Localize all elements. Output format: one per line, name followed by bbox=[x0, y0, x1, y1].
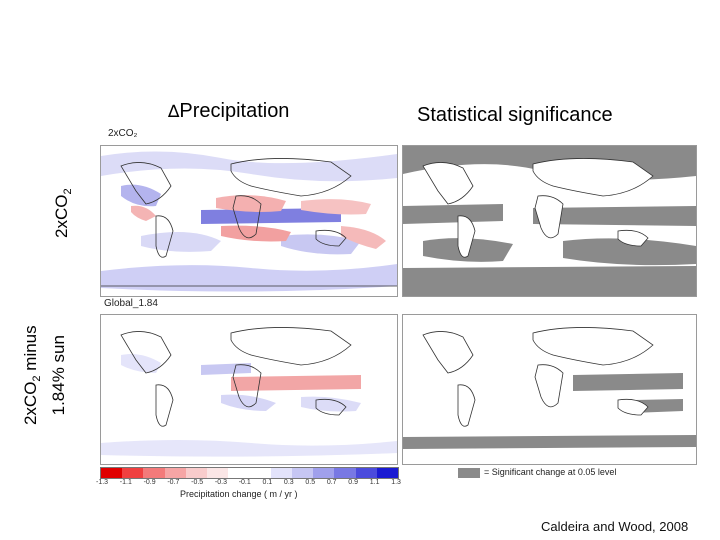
colorbar-tick-label: 1.1 bbox=[369, 479, 380, 486]
panel-label-global: Global_1.84 bbox=[104, 298, 158, 309]
colorbar-tick-label: -0.7 bbox=[167, 479, 180, 486]
colorbar-swatch bbox=[313, 468, 335, 478]
colorbar-swatch bbox=[101, 468, 123, 478]
colorbar-swatch bbox=[334, 468, 356, 478]
colorbar-tick-label: -1.1 bbox=[119, 479, 132, 486]
citation: Caldeira and Wood, 2008 bbox=[541, 519, 689, 534]
colorbar-tick-label: 0.3 bbox=[283, 479, 294, 486]
colorbar-tick-label: 0.9 bbox=[348, 479, 359, 486]
precipitation-title: ∆Precipitation bbox=[168, 100, 290, 122]
delta-symbol: ∆ bbox=[168, 102, 180, 122]
panel-label-2xco2: 2xCO₂ bbox=[108, 128, 138, 139]
colorbar-tick-label: -0.3 bbox=[214, 479, 227, 486]
colorbar-tick-label: 0.1 bbox=[262, 479, 273, 486]
row-label-2xco2-minus-sun: 2xCO2 minus 1.84% sun bbox=[20, 325, 69, 426]
colorbar-swatch bbox=[228, 468, 250, 478]
colorbar-tick-label: 1.3 bbox=[391, 479, 401, 486]
map-precip-global bbox=[100, 314, 398, 465]
map-precip-2xco2 bbox=[100, 145, 398, 297]
colorbar-tick-label: -0.1 bbox=[238, 479, 251, 486]
colorbar-swatch bbox=[355, 468, 377, 478]
colorbar-label: Precipitation change ( m / yr ) bbox=[180, 489, 298, 499]
significance-title: Statistical significance bbox=[417, 104, 613, 126]
significance-key-label: = Significant change at 0.05 level bbox=[484, 467, 617, 477]
colorbar-swatch bbox=[122, 468, 144, 478]
colorbar-tick-label: -1.3 bbox=[96, 479, 109, 486]
map-significance-global bbox=[402, 314, 697, 465]
row-label-2xco2: 2xCO2 bbox=[51, 188, 75, 238]
colorbar-tick-label: 0.7 bbox=[326, 479, 337, 486]
colorbar-swatch bbox=[270, 468, 292, 478]
colorbar-ticks: -1.3 -1.1 -0.9 -0.7 -0.5 -0.3 -0.1 0.1 0.3 0.5 0.7… bbox=[96, 479, 401, 486]
map-significance-2xco2 bbox=[402, 145, 697, 297]
colorbar-tick-label: -0.9 bbox=[143, 479, 156, 486]
colorbar-swatch bbox=[143, 468, 165, 478]
colorbar-swatch bbox=[249, 468, 271, 478]
colorbar-swatch bbox=[291, 468, 314, 478]
significance-key-swatch bbox=[458, 468, 480, 478]
colorbar-swatch bbox=[185, 468, 208, 478]
colorbar-tick-label: -0.5 bbox=[191, 479, 204, 486]
colorbar-swatch bbox=[207, 468, 229, 478]
colorbar-tick-label: 0.5 bbox=[305, 479, 316, 486]
colorbar-swatch bbox=[376, 468, 399, 478]
colorbar bbox=[100, 467, 399, 479]
colorbar-swatch bbox=[164, 468, 186, 478]
